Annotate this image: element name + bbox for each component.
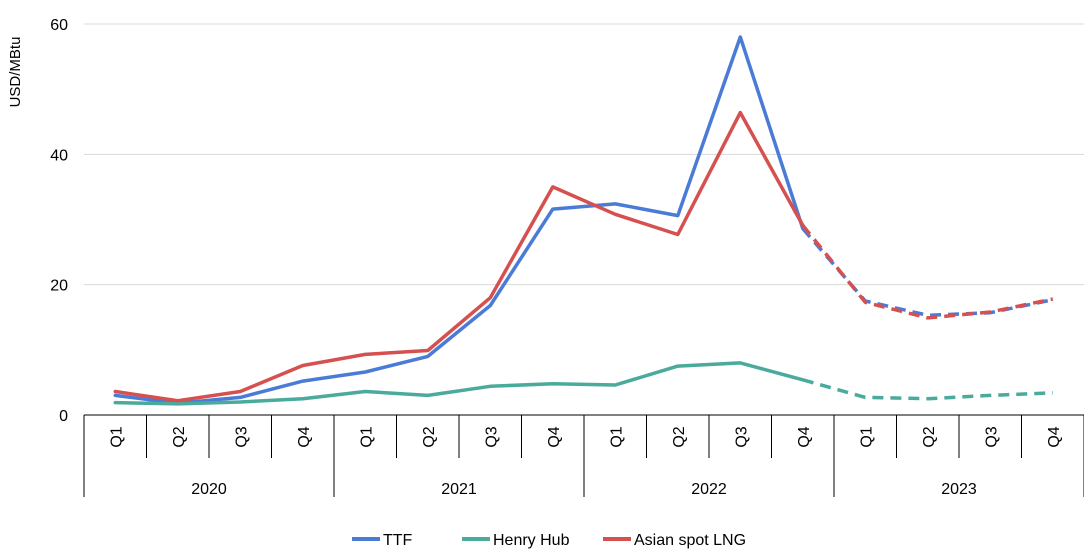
y-axis-label: USD/MBtu [7, 37, 24, 108]
legend-label: TTF [383, 532, 413, 549]
x-tick-label: Q2 [421, 426, 438, 447]
legend-label: Henry Hub [493, 532, 570, 549]
y-tick-label: 0 [59, 408, 68, 425]
x-tick-label: Q3 [233, 426, 250, 447]
x-tick-label: Q4 [546, 426, 563, 447]
x-tick-label: Q2 [921, 426, 938, 447]
x-tick-label: Q4 [296, 426, 313, 447]
gridlines [84, 23, 1084, 416]
series-line-projected [802, 378, 1053, 401]
x-tick-label: Q3 [983, 426, 1000, 447]
x-tick-label: Q1 [108, 426, 125, 447]
y-tick-label: 20 [50, 278, 68, 295]
y-tick-label: 60 [50, 17, 68, 34]
x-tick-label: Q3 [733, 426, 750, 447]
x-tick-label: Q4 [796, 426, 813, 447]
x-axis: Q1 Q2 Q3 Q4 Q1 Q2 Q3 Q4 Q1 Q2 Q3 Q4 Q1 Q2 Q3 Q4 2020 2021… [83, 415, 1084, 498]
series-lines [113, 35, 1054, 406]
year-label: 2021 [441, 481, 477, 498]
series-line-solid [113, 35, 805, 406]
year-label: 2023 [941, 481, 977, 498]
series-line-projected [801, 224, 1054, 320]
year-label: 2022 [691, 481, 727, 498]
series-line-solid [113, 361, 805, 406]
legend-label: Asian spot LNG [634, 532, 746, 549]
y-tick-label: 40 [50, 147, 68, 164]
y-axis-ticks: 0 20 40 60 [50, 17, 68, 425]
x-tick-label: Q1 [358, 426, 375, 447]
x-tick-label: Q1 [858, 426, 875, 447]
x-tick-label: Q2 [171, 426, 188, 447]
legend: TTF Henry Hub Asian spot LNG [352, 532, 746, 549]
x-tick-label: Q2 [671, 426, 688, 447]
year-label: 2020 [191, 481, 227, 498]
x-tick-label: Q1 [608, 426, 625, 447]
series-line-projected [801, 227, 1054, 318]
x-tick-label: Q3 [483, 426, 500, 447]
x-tick-label: Q4 [1046, 426, 1063, 447]
series-line-solid [113, 110, 805, 403]
